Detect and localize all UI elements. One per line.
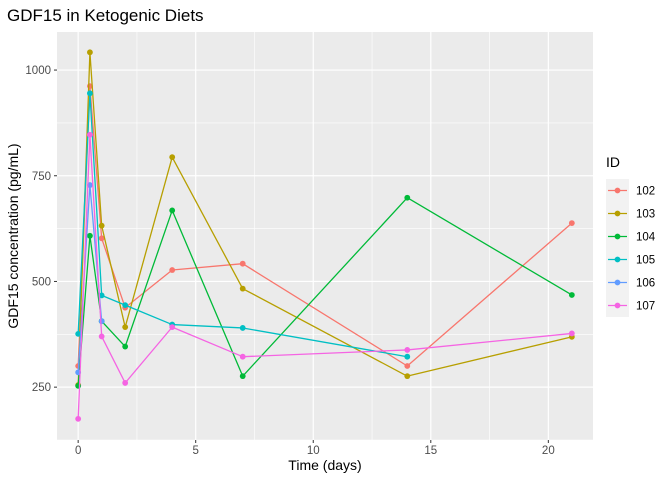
- legend-item-107: 107: [606, 294, 655, 317]
- data-point: [75, 330, 82, 337]
- data-point: [239, 325, 246, 331]
- x-tick-label: 0: [75, 445, 81, 457]
- x-tick-label: 10: [307, 445, 320, 457]
- data-point: [122, 302, 129, 309]
- data-point: [404, 347, 411, 353]
- major-gridlines: [57, 32, 593, 440]
- series-line: [77, 51, 572, 386]
- y-axis: 250 500 750 1000: [25, 65, 57, 394]
- data-point: [122, 343, 129, 350]
- data-point: [169, 207, 176, 214]
- legend-label: 105: [636, 255, 655, 267]
- legend-key-point: [614, 302, 621, 309]
- data-point: [122, 380, 129, 386]
- series-107: [75, 131, 575, 422]
- series-line: [77, 85, 573, 367]
- data-point: [98, 318, 105, 325]
- data-point: [169, 154, 176, 161]
- data-point: [239, 373, 246, 380]
- legend-label: 103: [636, 209, 655, 221]
- data-point: [87, 90, 93, 97]
- y-axis-title: GDF15 concentration (pg/mL): [5, 143, 21, 328]
- data-point: [98, 235, 105, 242]
- series-line: [77, 134, 572, 419]
- x-axis: 0 5 10 15 20: [75, 440, 555, 457]
- data-point: [98, 222, 105, 229]
- legend-label: 107: [636, 301, 655, 313]
- x-tick-label: 5: [192, 445, 198, 457]
- legend-item-104: 104: [606, 225, 656, 248]
- legend-item-106: 106: [606, 271, 655, 294]
- legend-title: ID: [606, 154, 620, 170]
- data-point: [404, 363, 411, 369]
- legend-key-point: [614, 233, 621, 240]
- data-point: [404, 373, 411, 380]
- series-102: [75, 83, 575, 369]
- data-point: [239, 260, 246, 267]
- data-point: [568, 292, 575, 298]
- chart-title: GDF15 in Ketogenic Diets: [7, 6, 204, 25]
- data-point: [169, 267, 176, 273]
- data-point: [169, 324, 176, 331]
- legend-key-point: [614, 210, 621, 217]
- data-point: [568, 220, 575, 227]
- data-point: [404, 353, 411, 360]
- data-point: [568, 330, 575, 337]
- x-axis-title: Time (days): [288, 457, 361, 473]
- data-point: [239, 353, 246, 360]
- data-point: [87, 131, 93, 138]
- y-tick-label: 500: [32, 276, 51, 288]
- data-point: [87, 49, 93, 56]
- legend-label: 106: [636, 278, 655, 290]
- data-point: [239, 285, 246, 292]
- legend-key-point: [614, 187, 621, 194]
- legend-item-105: 105: [606, 248, 655, 271]
- y-tick-label: 1000: [25, 65, 51, 77]
- legend-key-point: [614, 279, 621, 286]
- data-point: [87, 232, 93, 239]
- series-line: [77, 197, 573, 386]
- legend-item-103: 103: [606, 202, 655, 225]
- plot-panel: [57, 32, 593, 440]
- data-point: [98, 333, 105, 340]
- legend-label: 102: [636, 186, 655, 198]
- legend-label: 104: [636, 232, 656, 244]
- x-tick-label: 15: [424, 445, 437, 457]
- series-105: [75, 90, 411, 360]
- data-point: [404, 194, 411, 201]
- series-layer: [75, 49, 575, 422]
- legend-item-102: 102: [606, 179, 655, 202]
- legend-key-point: [614, 256, 621, 263]
- legend-items: 102 103 104 105 106 107: [606, 179, 656, 317]
- legend: ID 102 103 104 105 106 107: [606, 154, 656, 317]
- y-tick-label: 250: [32, 382, 51, 394]
- x-tick-label: 20: [542, 445, 555, 457]
- data-point: [122, 324, 129, 331]
- y-tick-label: 750: [32, 171, 51, 183]
- minor-gridlines: [57, 32, 593, 441]
- data-point: [75, 415, 82, 422]
